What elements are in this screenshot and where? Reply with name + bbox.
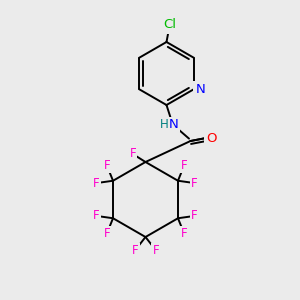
Text: O: O — [206, 131, 217, 145]
Text: F: F — [132, 244, 139, 257]
Text: F: F — [129, 147, 136, 160]
Text: H: H — [160, 118, 169, 131]
Text: F: F — [191, 177, 198, 190]
Text: Cl: Cl — [164, 18, 177, 32]
Text: F: F — [103, 227, 110, 240]
Text: F: F — [93, 177, 100, 190]
Text: F: F — [191, 209, 198, 222]
Text: N: N — [196, 83, 205, 96]
Text: F: F — [181, 159, 188, 172]
Text: N: N — [196, 83, 205, 96]
Text: F: F — [181, 227, 188, 240]
Text: N: N — [169, 118, 179, 131]
Text: F: F — [103, 159, 110, 172]
Text: F: F — [152, 244, 159, 257]
Text: F: F — [93, 209, 100, 222]
